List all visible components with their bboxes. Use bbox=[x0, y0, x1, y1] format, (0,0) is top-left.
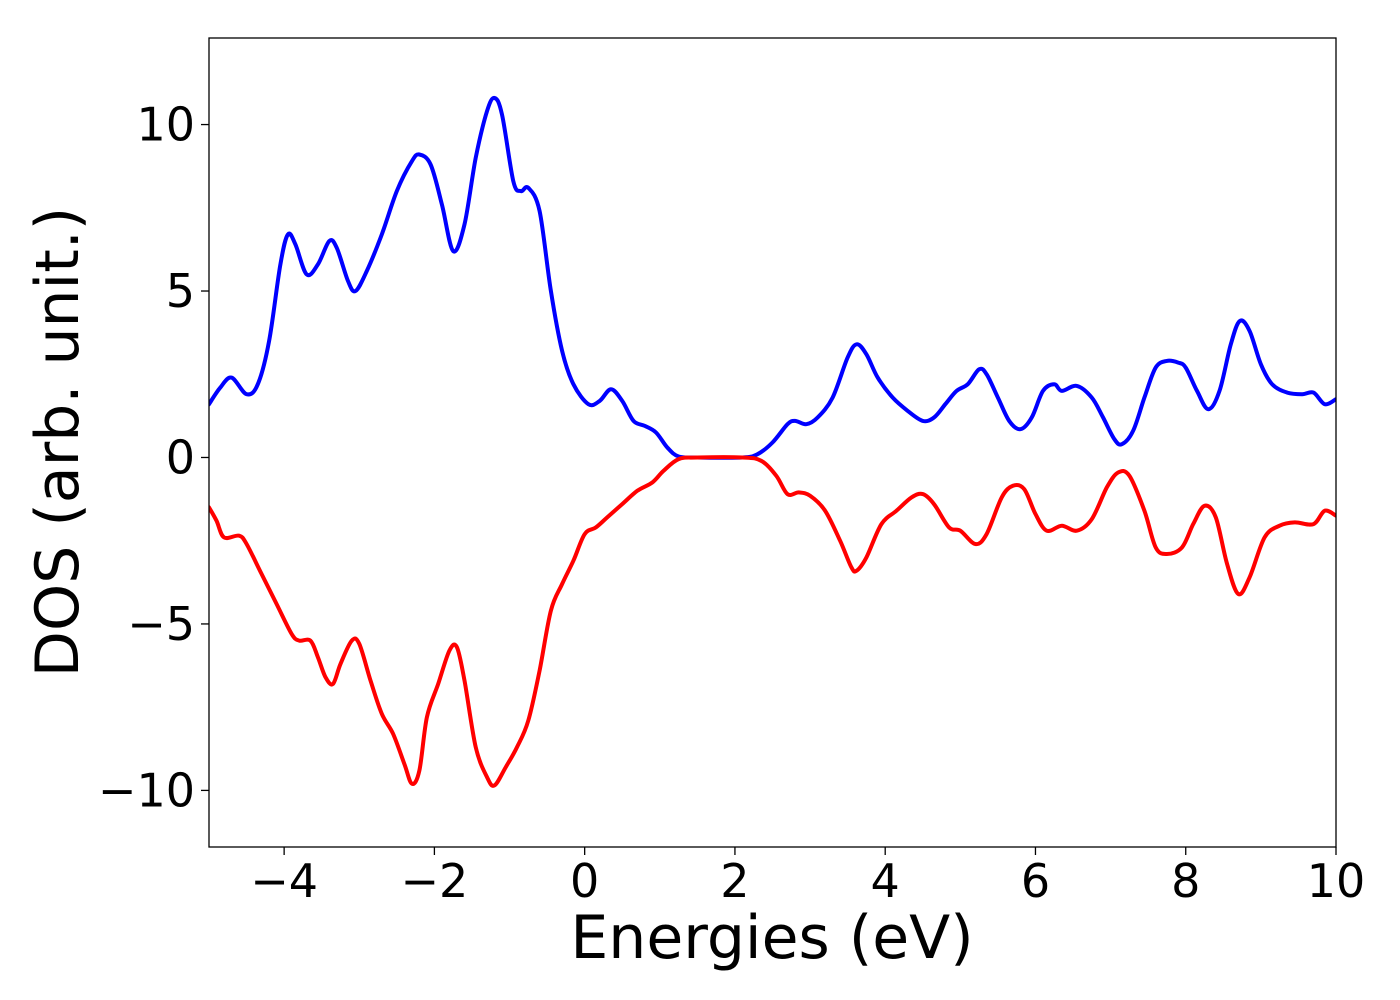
y-axis-label: DOS (arb. unit.) bbox=[23, 207, 93, 677]
x-tick-label: 8 bbox=[1171, 854, 1200, 908]
x-axis: −4 −2 0 2 4 6 8 10 bbox=[250, 847, 1365, 908]
x-axis-label: Energies (eV) bbox=[570, 903, 973, 973]
y-tick-label: 0 bbox=[166, 430, 195, 484]
y-tick-label: 10 bbox=[136, 98, 195, 152]
series-line-1 bbox=[209, 95, 1336, 460]
x-tick-label: −2 bbox=[400, 854, 468, 908]
x-tick-label: −4 bbox=[250, 854, 318, 908]
series-line-2 bbox=[209, 455, 1336, 788]
series-layer bbox=[209, 95, 1336, 788]
x-tick-label: 2 bbox=[720, 854, 749, 908]
x-tick-label: 0 bbox=[570, 854, 599, 908]
x-tick-label: 6 bbox=[1021, 854, 1050, 908]
y-tick-label: −5 bbox=[127, 597, 195, 651]
plot-frame bbox=[208, 37, 1337, 848]
y-tick-label: 5 bbox=[166, 264, 195, 318]
x-tick-label: 4 bbox=[871, 854, 900, 908]
y-axis: −10 −5 0 5 10 bbox=[98, 98, 209, 817]
y-tick-label: −10 bbox=[98, 763, 195, 817]
x-tick-label: 10 bbox=[1307, 854, 1366, 908]
